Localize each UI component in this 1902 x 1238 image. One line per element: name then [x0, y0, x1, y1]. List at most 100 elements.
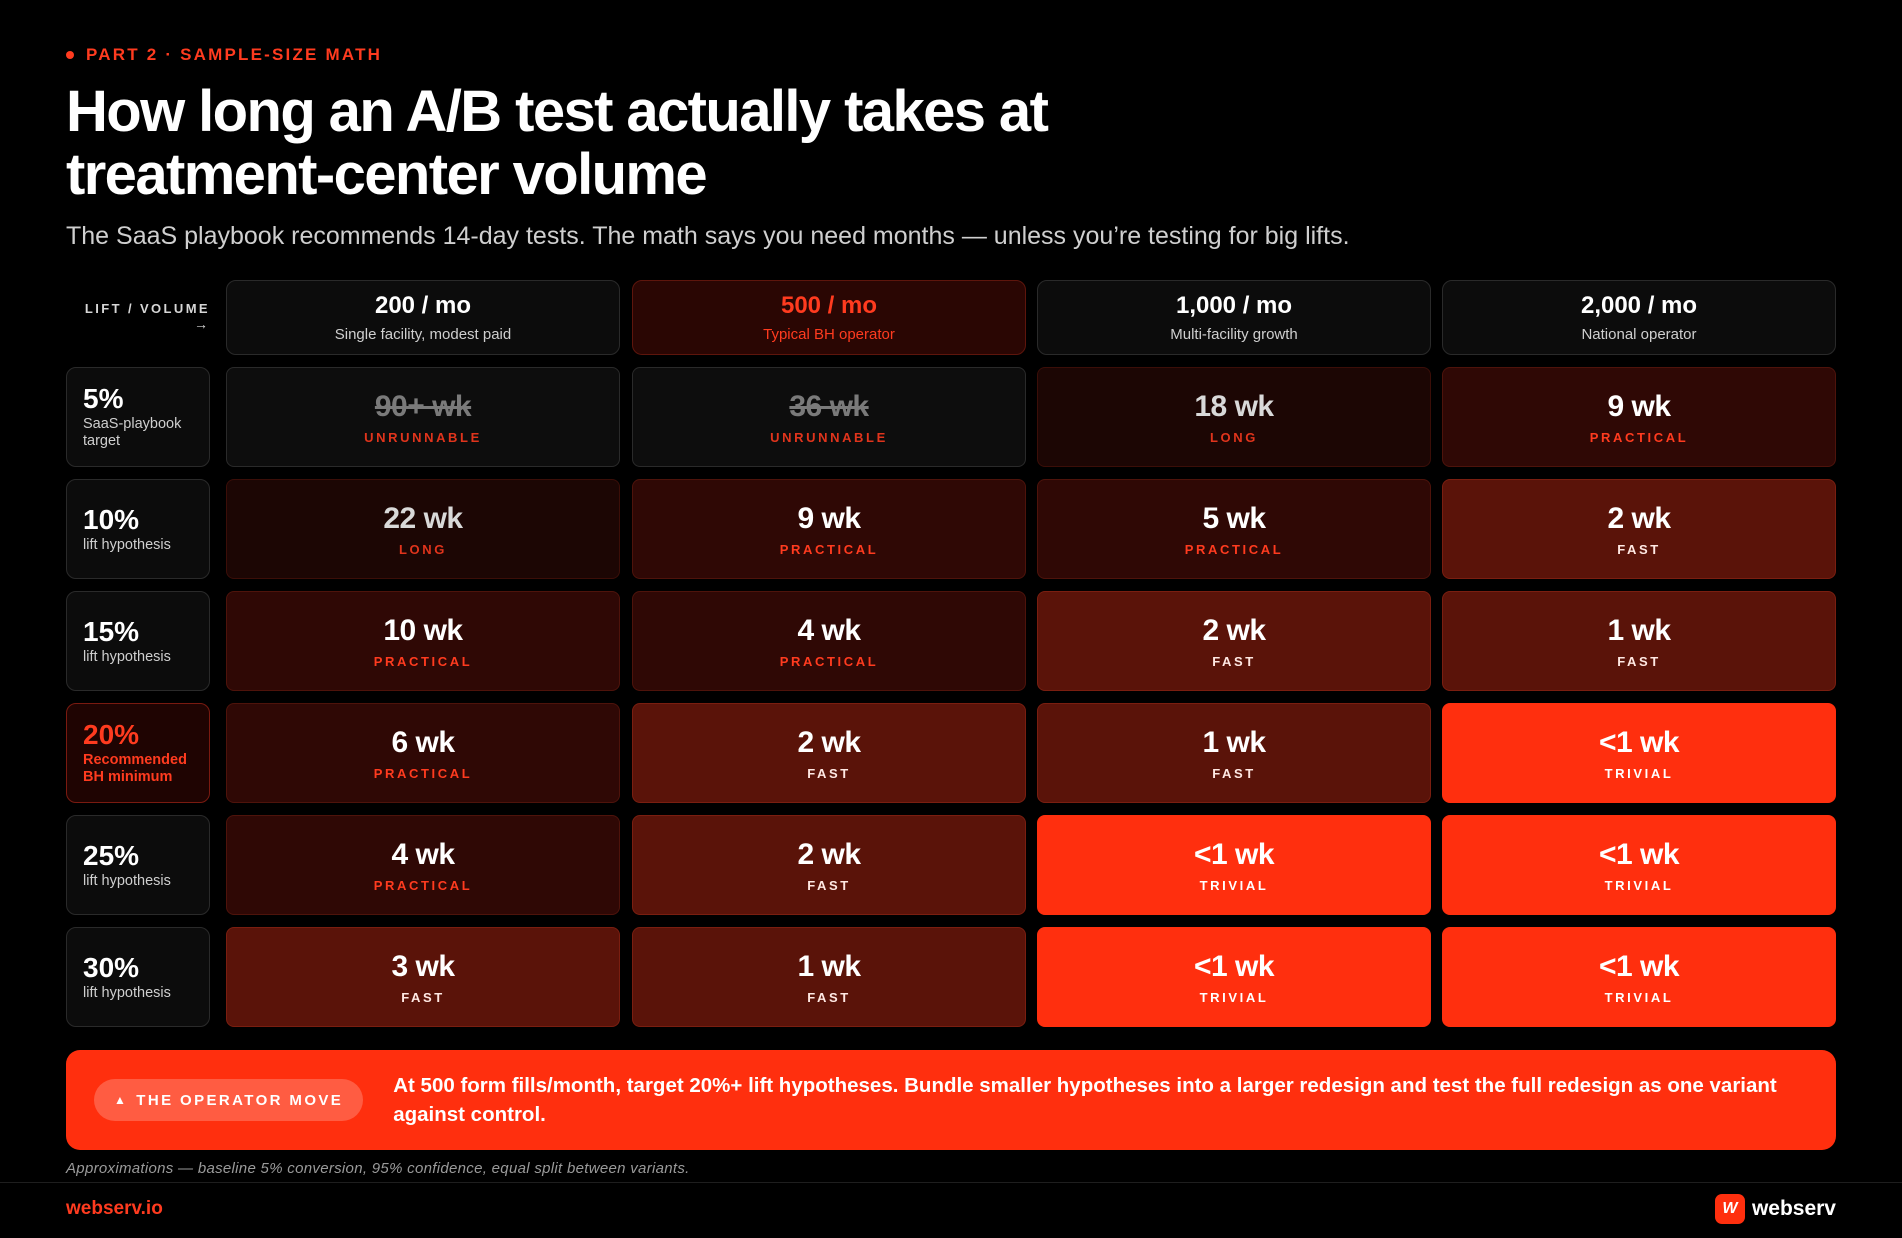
cell-status-label: TRIVIAL [1199, 989, 1269, 1005]
cell-status-label: LONG [1210, 429, 1258, 445]
cell-duration: 22 wk [383, 501, 463, 535]
cell-status-label: FAST [807, 877, 851, 893]
site-link[interactable]: webserv.io [66, 1198, 163, 1219]
cell-status-label: PRACTICAL [373, 765, 473, 781]
brand-name: webserv [1751, 1197, 1836, 1220]
operator-move-banner: ▲ THE OPERATOR MOVE At 500 form fills/mo… [66, 1050, 1836, 1150]
table-cell: 2 wk FAST [632, 703, 1026, 803]
operator-move-text: At 500 form fills/month, target 20%+ lif… [393, 1074, 1777, 1126]
column-description: Typical BH operator [763, 326, 895, 343]
table-cell: 1 wk FAST [1037, 703, 1431, 803]
table-cell: 9 wk PRACTICAL [632, 479, 1026, 579]
cell-duration: <1 wk [1598, 949, 1680, 983]
row-lift: 5% [83, 383, 124, 414]
cell-status-label: PRACTICAL [373, 653, 473, 669]
column-header: 2,000 / mo National operator [1442, 280, 1836, 355]
corner-label: LIFT / VOLUME → [66, 280, 210, 352]
row-header: 10% lift hypothesis [66, 479, 210, 579]
table-cell: 2 wk FAST [1442, 479, 1836, 579]
cell-status-label: LONG [399, 541, 447, 557]
cell-duration: 1 wk [797, 949, 861, 983]
cell-status-label: PRACTICAL [1184, 541, 1284, 557]
arrow-right-icon: → [194, 315, 208, 332]
column-description: Multi-facility growth [1170, 326, 1298, 343]
table-cell: 10 wk PRACTICAL [226, 591, 620, 691]
table-cell: <1 wk TRIVIAL [1037, 927, 1431, 1027]
cell-status-label: PRACTICAL [779, 653, 879, 669]
cell-duration: 2 wk [1202, 613, 1266, 647]
row-description: SaaS-playbook target [83, 416, 182, 449]
cell-duration: 2 wk [1607, 501, 1671, 535]
cell-duration: 90+ wk [374, 389, 472, 423]
column-description: National operator [1581, 326, 1697, 343]
cell-status-label: UNRUNNABLE [770, 429, 888, 445]
operator-move-pill: ▲ THE OPERATOR MOVE [94, 1079, 364, 1121]
cell-duration: 6 wk [391, 725, 455, 759]
cell-duration: 2 wk [797, 837, 861, 871]
table-cell: 90+ wk UNRUNNABLE [226, 367, 620, 467]
cell-status-label: FAST [1617, 541, 1661, 557]
row-description: lift hypothesis [83, 984, 171, 1001]
column-volume: 200 / mo [374, 292, 472, 319]
row-lift: 25% [83, 839, 140, 871]
row-header: 25% lift hypothesis [66, 815, 210, 915]
eyebrow: PART 2 · SAMPLE-SIZE MATH [66, 45, 382, 65]
cell-status-label: PRACTICAL [373, 877, 473, 893]
cell-duration: 9 wk [797, 501, 861, 535]
column-volume: 2,000 / mo [1580, 292, 1698, 319]
column-description: Single facility, modest paid [334, 326, 512, 343]
cell-duration: <1 wk [1193, 837, 1275, 871]
table-cell: 4 wk PRACTICAL [226, 815, 620, 915]
brand-logo: W webserv [1714, 1194, 1836, 1224]
operator-move-pill-label: THE OPERATOR MOVE [136, 1091, 344, 1109]
table-cell: 6 wk PRACTICAL [226, 703, 620, 803]
row-header: 20% Recommended BH minimum [66, 703, 210, 803]
cell-status-label: PRACTICAL [1589, 429, 1689, 445]
cell-status-label: FAST [1617, 653, 1661, 669]
cell-status-label: FAST [807, 989, 851, 1005]
table-cell: 2 wk FAST [1037, 591, 1431, 691]
cell-duration: <1 wk [1193, 949, 1275, 983]
footnote: Approximations — baseline 5% conversion,… [66, 1160, 690, 1177]
cell-status-label: TRIVIAL [1199, 877, 1269, 893]
table-cell: 18 wk LONG [1037, 367, 1431, 467]
column-volume: 1,000 / mo [1175, 292, 1293, 319]
row-lift: 30% [83, 951, 140, 983]
table-cell: <1 wk TRIVIAL [1037, 815, 1431, 915]
webserv-logo-icon: W [1714, 1194, 1745, 1224]
cell-duration: 5 wk [1202, 501, 1266, 535]
page-subtitle: The SaaS playbook recommends 14-day test… [66, 222, 1350, 250]
cell-status-label: TRIVIAL [1604, 877, 1674, 893]
table-cell: 5 wk PRACTICAL [1037, 479, 1431, 579]
cell-status-label: FAST [1212, 765, 1256, 781]
cell-duration: 1 wk [1607, 613, 1671, 647]
column-volume: 500 / mo [780, 292, 878, 319]
cell-duration: 18 wk [1194, 389, 1274, 423]
cell-status-label: FAST [807, 765, 851, 781]
corner-label-text: LIFT / VOLUME [84, 300, 210, 316]
table-cell: 1 wk FAST [632, 927, 1026, 1027]
cell-duration: 4 wk [797, 613, 861, 647]
cell-duration: 10 wk [383, 613, 463, 647]
table-cell: 1 wk FAST [1442, 591, 1836, 691]
row-header: 30% lift hypothesis [66, 927, 210, 1027]
column-header: 1,000 / mo Multi-facility growth [1037, 280, 1431, 355]
table-cell: 36 wk UNRUNNABLE [632, 367, 1026, 467]
cell-status-label: UNRUNNABLE [364, 429, 482, 445]
row-header: 15% lift hypothesis [66, 591, 210, 691]
cell-status-label: FAST [401, 989, 445, 1005]
cell-duration: 4 wk [391, 837, 455, 871]
table-cell: <1 wk TRIVIAL [1442, 927, 1836, 1027]
row-description: lift hypothesis [83, 648, 171, 665]
row-header: 5% SaaS-playbook target [66, 367, 210, 467]
row-description: lift hypothesis [83, 536, 171, 553]
table-cell: <1 wk TRIVIAL [1442, 703, 1836, 803]
column-header: 200 / mo Single facility, modest paid [226, 280, 620, 355]
table-cell: <1 wk TRIVIAL [1442, 815, 1836, 915]
bullet-dot-icon [66, 51, 74, 59]
table-cell: 2 wk FAST [632, 815, 1026, 915]
cell-duration: 2 wk [797, 725, 861, 759]
cell-duration: 1 wk [1202, 725, 1266, 759]
row-lift: 20% [83, 719, 140, 750]
table-cell: 22 wk LONG [226, 479, 620, 579]
